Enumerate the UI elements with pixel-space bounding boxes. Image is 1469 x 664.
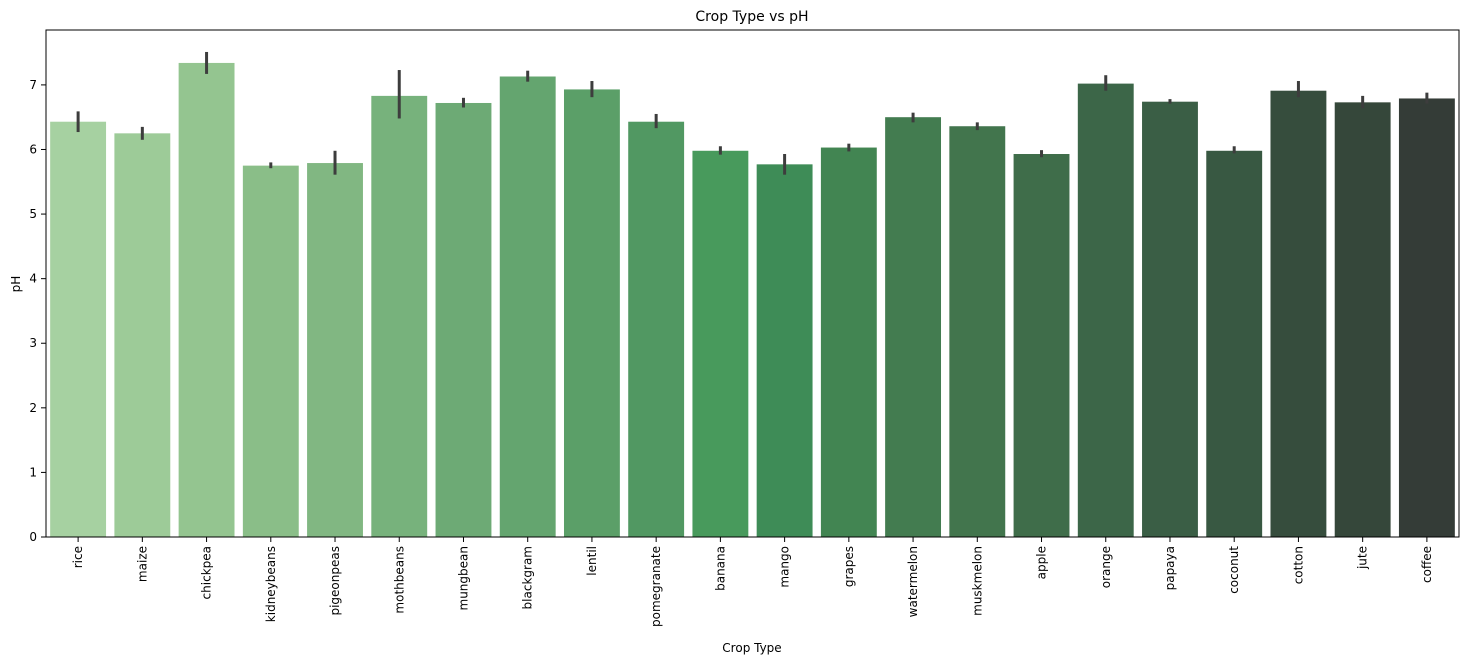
x-tick-label: rice — [71, 546, 85, 568]
x-tick-label: coconut — [1227, 546, 1241, 594]
bar-chickpea — [178, 62, 235, 537]
bar-blackgram — [499, 76, 556, 537]
x-tick-label: jute — [1356, 546, 1370, 570]
x-tick-label: maize — [135, 546, 149, 582]
x-tick-label: pigeonpeas — [328, 546, 342, 616]
bar-apple — [1013, 154, 1070, 537]
x-tick-label: coffee — [1420, 546, 1434, 583]
bar-muskmelon — [949, 126, 1006, 537]
x-tick-label: grapes — [842, 546, 856, 587]
y-tick-label: 3 — [29, 336, 37, 350]
y-tick-label: 1 — [29, 465, 37, 479]
bar-jute — [1334, 102, 1391, 537]
x-tick-label: cotton — [1291, 546, 1305, 584]
y-tick-label: 2 — [29, 401, 37, 415]
y-axis-title: pH — [9, 276, 23, 293]
bar-coffee — [1398, 98, 1455, 538]
bar-mango — [756, 164, 813, 537]
y-tick-label: 0 — [29, 530, 37, 544]
plot-frame — [45, 29, 1460, 538]
chart-title: Crop Type vs pH — [695, 9, 808, 25]
bar-pomegranate — [628, 121, 685, 538]
x-axis: rice maize chickpea kidneybeans pigeonpeas mo… — [71, 537, 1434, 627]
bar-kidneybeans — [242, 165, 299, 537]
x-tick-label: banana — [713, 546, 727, 591]
x-tick-label: muskmelon — [970, 546, 984, 616]
bar-pigeonpeas — [307, 163, 363, 538]
y-tick-label: 6 — [29, 142, 37, 156]
bar-maize — [114, 133, 171, 537]
bar-papaya — [1142, 101, 1198, 537]
x-tick-label: papaya — [1163, 546, 1177, 590]
x-tick-label: kidneybeans — [264, 546, 278, 622]
x-tick-label: apple — [1035, 546, 1049, 579]
bar-mungbean — [435, 102, 492, 537]
y-tick-label: 5 — [29, 207, 37, 221]
x-tick-label: watermelon — [906, 546, 920, 617]
x-tick-label: orange — [1099, 546, 1113, 588]
bar-coconut — [1206, 150, 1263, 537]
y-tick-label: 7 — [29, 78, 37, 92]
bar-lentil — [563, 89, 620, 538]
y-tick-label: 4 — [29, 272, 37, 286]
bar-banana — [692, 150, 749, 537]
x-tick-label: blackgram — [521, 546, 535, 609]
x-tick-label: mungbean — [456, 546, 470, 610]
x-tick-label: mango — [778, 546, 792, 588]
x-tick-label: chickpea — [200, 546, 214, 599]
bar-watermelon — [885, 117, 942, 537]
bar-mothbeans — [371, 95, 428, 537]
x-tick-label: lentil — [585, 546, 599, 576]
error-bars-layer — [76, 51, 1429, 175]
bar-cotton — [1270, 90, 1327, 538]
x-axis-title: Crop Type — [722, 641, 781, 655]
bar-rice — [50, 121, 107, 538]
y-axis: 0 1 2 3 4 5 6 7 — [29, 78, 46, 544]
bar-grapes — [820, 147, 877, 538]
bars-layer — [50, 62, 1455, 538]
x-tick-label: pomegranate — [649, 546, 663, 627]
bar-orange — [1077, 83, 1134, 538]
x-tick-label: mothbeans — [392, 546, 406, 614]
